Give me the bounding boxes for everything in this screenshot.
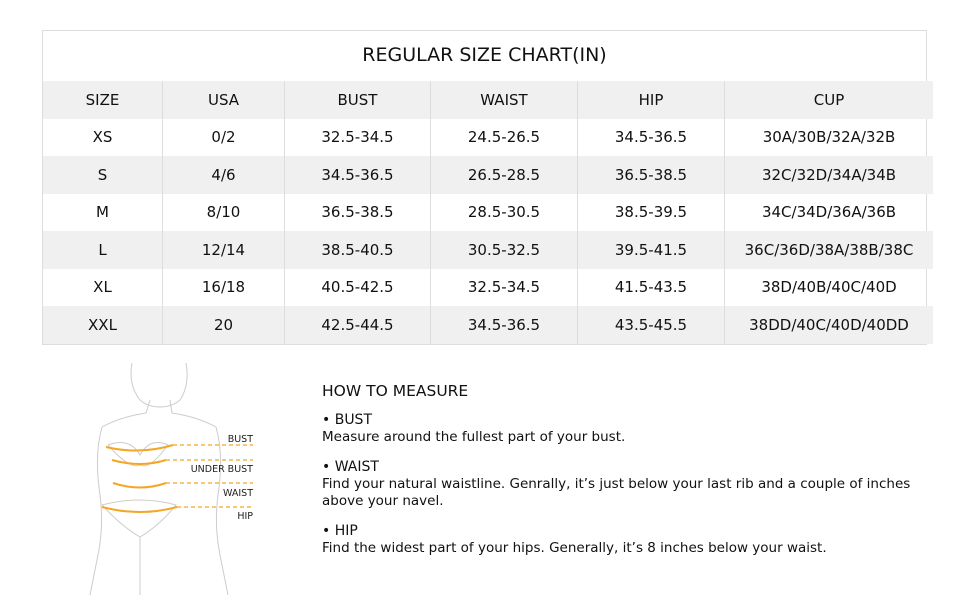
table-row: XXL 20 42.5-44.5 34.5-36.5 43.5-45.5 38DD/40C…	[43, 306, 933, 344]
measure-heading: • WAIST	[322, 459, 379, 475]
table-cell: 34.5-36.5	[430, 306, 578, 344]
measure-title: HOW TO MEASURE	[322, 382, 469, 400]
table-cell: 36.5-38.5	[577, 156, 725, 194]
table-cell: 38.5-40.5	[284, 231, 431, 269]
measure-heading: • BUST	[322, 412, 372, 428]
column-header: HIP	[577, 81, 725, 119]
table-cell: 36.5-38.5	[284, 193, 431, 231]
how-to-measure: HOW TO MEASURE • BUST Measure around the …	[322, 383, 922, 570]
table-cell: XS	[92, 128, 113, 147]
table-row: S 4/6 34.5-36.5 26.5-28.5 36.5-38.5 32C/32D/3…	[43, 156, 933, 194]
measure-heading: • HIP	[322, 523, 358, 539]
table-cell: 24.5-26.5	[430, 118, 578, 156]
table-cell: 30A/30B/32A/32B	[724, 118, 933, 156]
label-waist: WAIST	[223, 488, 253, 499]
size-table: SIZE USA BUST WAIST HIP CUP XS 0/2 32.5-34.5 24.…	[43, 81, 933, 344]
table-cell: 36C/36D/38A/38B/38C	[724, 231, 933, 269]
table-cell: 38DD/40C/40D/40DD	[724, 306, 933, 344]
measure-text: Measure around the fullest part of your …	[322, 429, 626, 445]
table-cell: 34C/34D/36A/36B	[724, 193, 933, 231]
table-cell: 20	[162, 306, 285, 344]
column-header: CUP	[724, 81, 933, 119]
table-cell: 41.5-43.5	[577, 268, 725, 306]
table-cell: 39.5-41.5	[577, 231, 725, 269]
table-cell: XXL	[88, 315, 117, 334]
table-row: XS 0/2 32.5-34.5 24.5-26.5 34.5-36.5 30A/30B/…	[43, 118, 933, 156]
table-cell: 38.5-39.5	[577, 193, 725, 231]
label-hip: HIP	[237, 511, 253, 522]
size-chart: REGULAR SIZE CHART(IN) SIZE USA BUST WAIST H…	[42, 30, 933, 345]
table-row: M 8/10 36.5-38.5 28.5-30.5 38.5-39.5 34C/34D/…	[43, 193, 933, 231]
measure-waist: • WAIST Find your natural waistline. Genr…	[322, 459, 922, 510]
table-cell: XL	[93, 278, 112, 297]
chart-title: REGULAR SIZE CHART(IN)	[43, 31, 926, 81]
table-cell: 30.5-32.5	[430, 231, 578, 269]
table-cell: 32.5-34.5	[284, 118, 431, 156]
column-header: WAIST	[430, 81, 578, 119]
table-row: L 12/14 38.5-40.5 30.5-32.5 39.5-41.5 36C/36D…	[43, 231, 933, 269]
table-cell: 28.5-30.5	[430, 193, 578, 231]
table-cell: 34.5-36.5	[284, 156, 431, 194]
table-cell: 32.5-34.5	[430, 268, 578, 306]
table-cell: 26.5-28.5	[430, 156, 578, 194]
label-under-bust: UNDER BUST	[191, 464, 253, 475]
column-header: USA	[162, 81, 285, 119]
table-cell: L	[98, 240, 107, 259]
table-cell: 38D/40B/40C/40D	[724, 268, 933, 306]
table-cell: 43.5-45.5	[577, 306, 725, 344]
label-bust: BUST	[228, 434, 254, 445]
table-cell: 0/2	[162, 118, 285, 156]
table-cell: 42.5-44.5	[284, 306, 431, 344]
table-cell: 8/10	[162, 193, 285, 231]
table-cell: 32C/32D/34A/34B	[724, 156, 933, 194]
column-header: BUST	[284, 81, 431, 119]
table-cell: 4/6	[162, 156, 285, 194]
table-cell: 34.5-36.5	[577, 118, 725, 156]
table-cell: 12/14	[162, 231, 285, 269]
table-cell: S	[97, 165, 108, 184]
column-header: SIZE	[85, 90, 120, 109]
table-row: XL 16/18 40.5-42.5 32.5-34.5 41.5-43.5 38D/40…	[43, 268, 933, 306]
measure-hip: • HIP Find the widest part of your hips. …	[322, 523, 922, 557]
measure-text: Find your natural waistline. Genrally, i…	[322, 476, 911, 509]
body-measurement-figure: BUST UNDER BUST WAIST HIP	[89, 362, 254, 595]
measure-bust: • BUST Measure around the fullest part of…	[322, 412, 922, 446]
table-cell: 40.5-42.5	[284, 268, 431, 306]
table-cell: 16/18	[162, 268, 285, 306]
table-cell: M	[96, 203, 109, 222]
header-row: SIZE USA BUST WAIST HIP CUP	[43, 81, 933, 119]
measure-text: Find the widest part of your hips. Gener…	[322, 540, 827, 556]
